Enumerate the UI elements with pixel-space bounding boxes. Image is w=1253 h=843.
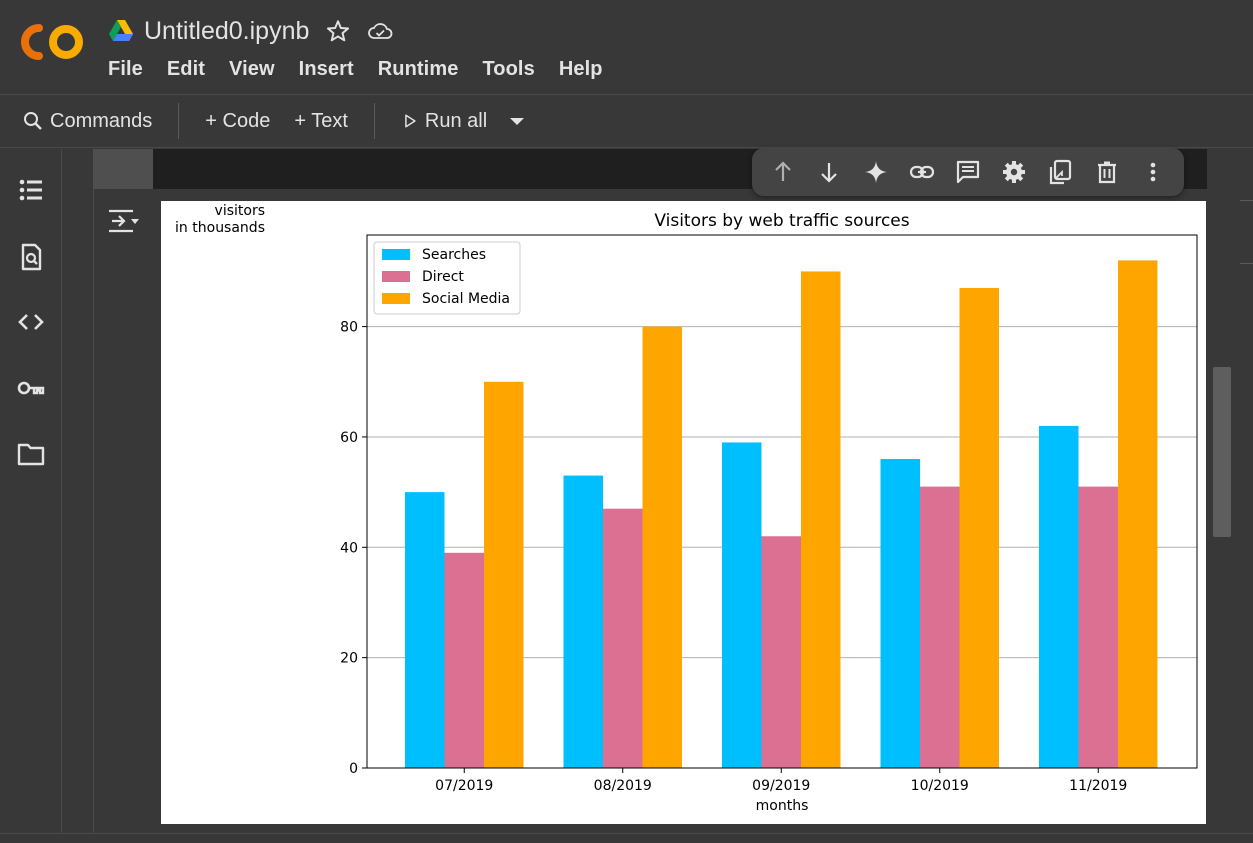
left-sidebar xyxy=(0,149,62,833)
search-icon xyxy=(24,112,42,130)
chart-ylabel-line1: visitors xyxy=(215,203,265,219)
legend-swatch-direct xyxy=(382,271,410,282)
add-code-button[interactable]: + Code xyxy=(205,110,270,133)
x-tick-label: 11/2019 xyxy=(1069,778,1127,794)
bar-social-media-09/2019 xyxy=(801,271,841,768)
menu-file[interactable]: File xyxy=(108,58,143,80)
menu-bar: File Edit View Insert Runtime Tools Help xyxy=(108,58,627,81)
link-icon[interactable] xyxy=(908,158,936,186)
bar-social-media-08/2019 xyxy=(642,326,682,768)
chart-legend: Searches Direct Social Media xyxy=(373,241,521,315)
menu-view[interactable]: View xyxy=(229,58,275,80)
notebook-title[interactable]: Untitled0.ipynb xyxy=(144,16,310,45)
y-tick-label: 40 xyxy=(340,540,358,556)
legend-label-direct: Direct xyxy=(422,269,464,285)
x-tick-label: 08/2019 xyxy=(594,778,652,794)
notebook-toolbar: Commands + Code + Text Run all xyxy=(0,94,1253,148)
bar-searches-11/2019 xyxy=(1039,425,1079,768)
y-tick-label: 60 xyxy=(340,430,358,446)
bottom-status-bar xyxy=(0,833,1253,843)
run-all-label: Run all xyxy=(424,109,488,132)
legend-label-searches: Searches xyxy=(422,247,486,263)
google-drive-icon[interactable] xyxy=(108,19,134,43)
y-tick-label: 20 xyxy=(340,651,358,667)
vertical-scrollbar[interactable] xyxy=(1213,367,1231,537)
title-row: Untitled0.ipynb xyxy=(108,14,393,48)
gutter-divider xyxy=(93,189,94,833)
play-icon xyxy=(405,114,416,128)
legend-box xyxy=(373,241,521,315)
more-vert-icon[interactable] xyxy=(1139,158,1167,186)
files-folder-icon[interactable] xyxy=(16,439,46,469)
right-divider xyxy=(1240,200,1253,201)
chart-xlabel: months xyxy=(756,798,809,814)
bar-social-media-11/2019 xyxy=(1118,260,1158,768)
bar-chart: visitors in thousands Visitors by web tr… xyxy=(175,203,1198,814)
bar-direct-07/2019 xyxy=(444,552,484,768)
x-tick-label: 10/2019 xyxy=(911,778,969,794)
x-tick-label: 09/2019 xyxy=(752,778,810,794)
settings-gear-icon[interactable] xyxy=(1000,158,1028,186)
menu-edit[interactable]: Edit xyxy=(166,58,206,80)
bar-direct-08/2019 xyxy=(603,508,643,768)
chart-title: Visitors by web traffic sources xyxy=(654,211,909,231)
chart-yticks: 0 20 40 60 80 xyxy=(340,320,367,777)
add-code-label: + Code xyxy=(205,109,271,132)
secrets-key-icon[interactable] xyxy=(16,373,46,403)
commands-button[interactable]: Commands xyxy=(22,110,152,133)
bar-social-media-07/2019 xyxy=(484,381,524,768)
star-icon[interactable] xyxy=(325,18,351,44)
cell-run-gutter[interactable] xyxy=(93,149,153,189)
menu-insert[interactable]: Insert xyxy=(298,58,354,80)
toolbar-divider xyxy=(373,103,375,139)
legend-swatch-searches xyxy=(382,249,410,260)
move-down-icon[interactable] xyxy=(815,158,843,186)
mirror-cell-icon[interactable] xyxy=(1046,158,1074,186)
code-snippets-icon[interactable] xyxy=(16,307,46,337)
cloud-saved-icon[interactable] xyxy=(367,18,393,44)
chart-xticks: 07/2019 08/2019 09/2019 10/2019 11/2019 xyxy=(435,768,1127,794)
bar-searches-07/2019 xyxy=(405,492,445,768)
bar-direct-11/2019 xyxy=(1078,486,1118,768)
toolbar-divider xyxy=(178,103,180,139)
x-tick-label: 07/2019 xyxy=(435,778,493,794)
output-actions-icon[interactable] xyxy=(106,206,140,236)
chart-ylabel-line2: in thousands xyxy=(175,220,265,236)
run-options-dropdown-icon[interactable] xyxy=(507,111,527,131)
find-in-notebook-icon[interactable] xyxy=(16,242,46,272)
run-all-button[interactable]: Run all xyxy=(401,110,487,133)
y-tick-label: 0 xyxy=(349,761,358,777)
right-divider xyxy=(1240,263,1253,264)
bar-direct-10/2019 xyxy=(920,486,960,768)
chart-plot-frame xyxy=(366,234,1198,769)
y-tick-label: 80 xyxy=(340,320,358,336)
gemini-sparkle-icon[interactable] xyxy=(862,158,890,186)
app-header: Untitled0.ipynb File Edit View Insert Ru… xyxy=(0,0,1253,94)
cell-toolbar xyxy=(752,148,1184,196)
legend-label-social-media: Social Media xyxy=(422,291,510,307)
bar-direct-09/2019 xyxy=(761,536,801,768)
bar-searches-08/2019 xyxy=(563,475,603,768)
legend-swatch-social-media xyxy=(382,293,410,304)
add-text-label: + Text xyxy=(294,109,348,132)
bar-searches-10/2019 xyxy=(880,459,920,768)
bar-searches-09/2019 xyxy=(722,442,762,768)
add-text-button[interactable]: + Text xyxy=(294,110,348,133)
move-up-icon[interactable] xyxy=(769,158,797,186)
menu-runtime[interactable]: Runtime xyxy=(377,58,459,80)
cell-output: visitors in thousands Visitors by web tr… xyxy=(161,201,1206,824)
menu-tools[interactable]: Tools xyxy=(482,58,535,80)
chart-bars xyxy=(405,260,1158,768)
menu-help[interactable]: Help xyxy=(558,58,603,80)
comment-icon[interactable] xyxy=(954,158,982,186)
colab-logo-icon[interactable] xyxy=(20,20,86,64)
table-of-contents-icon[interactable] xyxy=(16,175,46,205)
bar-social-media-10/2019 xyxy=(959,287,999,768)
delete-icon[interactable] xyxy=(1093,158,1121,186)
commands-label: Commands xyxy=(50,109,153,132)
